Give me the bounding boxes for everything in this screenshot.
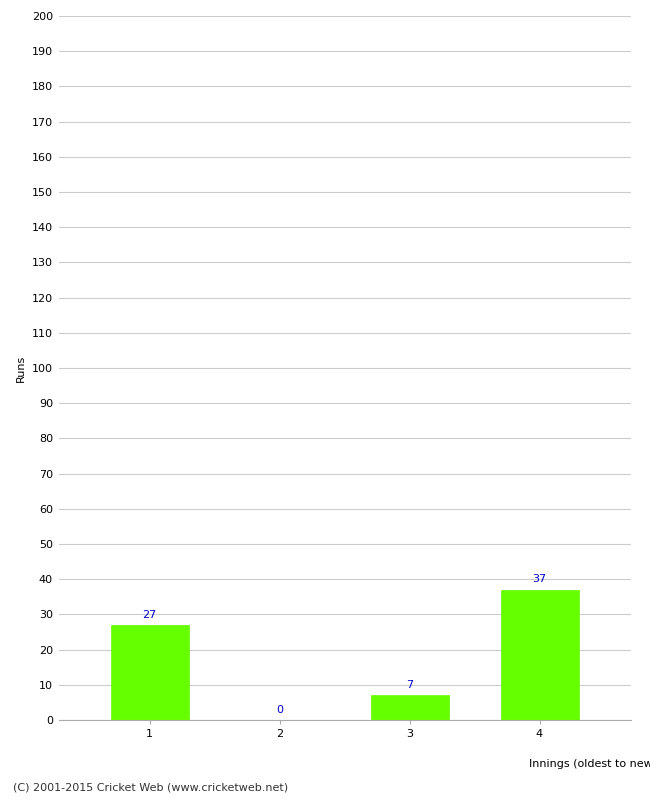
Bar bbox=[370, 695, 448, 720]
X-axis label: Innings (oldest to newest): Innings (oldest to newest) bbox=[529, 758, 650, 769]
Text: 0: 0 bbox=[276, 705, 283, 714]
Bar bbox=[500, 590, 578, 720]
Text: 27: 27 bbox=[142, 610, 157, 620]
Text: 7: 7 bbox=[406, 680, 413, 690]
Bar bbox=[111, 625, 188, 720]
Text: (C) 2001-2015 Cricket Web (www.cricketweb.net): (C) 2001-2015 Cricket Web (www.cricketwe… bbox=[13, 782, 288, 792]
Y-axis label: Runs: Runs bbox=[16, 354, 26, 382]
Text: 37: 37 bbox=[532, 574, 547, 585]
